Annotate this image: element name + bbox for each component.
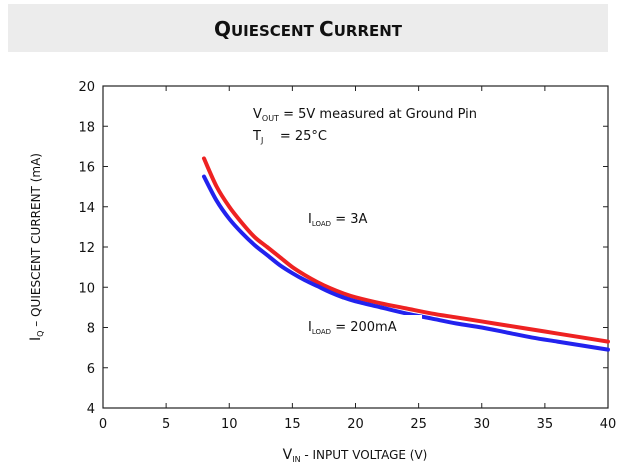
annotation-background <box>245 96 565 152</box>
series-group <box>202 156 610 352</box>
y-tick-label: 18 <box>78 120 95 135</box>
x-tick-label: 5 <box>162 417 170 432</box>
label-200ma-background <box>304 315 422 337</box>
y-tick-label: 6 <box>87 362 95 377</box>
x-tick-label: 15 <box>284 417 301 432</box>
y-tick-label: 14 <box>78 201 95 216</box>
y-tick-label: 16 <box>78 161 95 176</box>
series-label-200ma: ILOAD = 200mA <box>308 320 397 336</box>
x-tick-label: 35 <box>537 417 554 432</box>
x-tick-label: 30 <box>473 417 490 432</box>
annotation-tj: TJ = 25°C <box>252 129 327 145</box>
y-tick-labels: 4 6 8 10 12 14 16 18 20 <box>78 80 95 417</box>
series-line-200ma <box>202 174 610 352</box>
label-3a-background <box>304 206 384 228</box>
annotation-vout: VOUT = 5V measured at Ground Pin <box>253 107 477 123</box>
y-tick-label: 10 <box>78 281 95 296</box>
x-axis-label: VIN - INPUT VOLTAGE (V) <box>283 447 428 464</box>
y-tick-label: 12 <box>78 241 95 256</box>
title-band <box>8 4 608 52</box>
x-tick-labels: 0 5 10 15 20 25 30 35 40 <box>99 417 616 432</box>
x-tick-label: 40 <box>600 417 617 432</box>
y-tick-label: 20 <box>78 80 95 95</box>
x-tick-label: 25 <box>410 417 427 432</box>
axis-ticks <box>102 85 609 409</box>
x-tick-label: 10 <box>221 417 238 432</box>
series-line-3a <box>202 156 610 344</box>
x-tick-label: 0 <box>99 417 107 432</box>
y-tick-label: 8 <box>87 322 95 337</box>
y-tick-label: 4 <box>87 402 95 417</box>
chart-title: QUIESCENT CURRENT <box>214 17 403 41</box>
series-label-3a: ILOAD = 3A <box>308 212 367 228</box>
y-axis-label: IQ – QUIESCENT CURRENT (mA) <box>28 153 45 341</box>
x-tick-label: 20 <box>347 417 364 432</box>
